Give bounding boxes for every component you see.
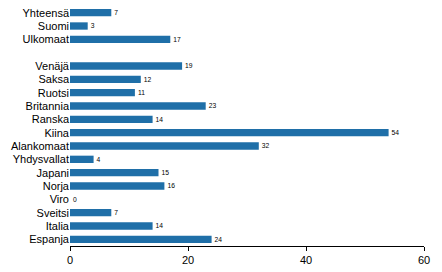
svg-text:Yhdysvallat: Yhdysvallat [13, 153, 69, 165]
svg-text:17: 17 [173, 36, 181, 43]
svg-text:3: 3 [91, 22, 95, 29]
svg-text:23: 23 [209, 102, 217, 109]
svg-text:Venäjä: Venäjä [35, 60, 70, 72]
svg-text:14: 14 [156, 222, 164, 229]
svg-text:Kiina: Kiina [45, 127, 70, 139]
svg-text:Suomi: Suomi [38, 20, 69, 32]
svg-text:Viro: Viro [50, 193, 69, 205]
svg-text:40: 40 [300, 254, 312, 266]
svg-text:Sveitsi: Sveitsi [37, 207, 69, 219]
svg-text:Ulkomaat: Ulkomaat [23, 33, 69, 45]
svg-text:7: 7 [114, 209, 118, 216]
svg-text:Alankomaat: Alankomaat [11, 140, 69, 152]
svg-text:32: 32 [262, 142, 270, 149]
svg-text:Britannia: Britannia [26, 100, 70, 112]
svg-text:Yhteensä: Yhteensä [23, 7, 70, 19]
svg-text:19: 19 [185, 62, 193, 69]
svg-text:20: 20 [182, 254, 194, 266]
svg-text:Saksa: Saksa [38, 73, 69, 85]
svg-text:24: 24 [215, 236, 223, 243]
svg-text:Japani: Japani [37, 167, 69, 179]
svg-text:Ranska: Ranska [32, 113, 70, 125]
svg-text:12: 12 [144, 76, 152, 83]
svg-text:14: 14 [156, 116, 164, 123]
svg-text:4: 4 [97, 156, 101, 163]
svg-text:54: 54 [392, 129, 400, 136]
svg-text:Espanja: Espanja [29, 233, 70, 245]
svg-text:Italia: Italia [46, 220, 70, 232]
svg-text:60: 60 [418, 254, 430, 266]
svg-text:Ruotsi: Ruotsi [38, 87, 69, 99]
svg-text:11: 11 [138, 89, 145, 96]
svg-text:Norja: Norja [43, 180, 70, 192]
svg-text:0: 0 [73, 196, 77, 203]
svg-text:15: 15 [162, 169, 170, 176]
svg-text:0: 0 [67, 254, 73, 266]
svg-text:16: 16 [167, 182, 175, 189]
svg-text:7: 7 [114, 9, 118, 16]
